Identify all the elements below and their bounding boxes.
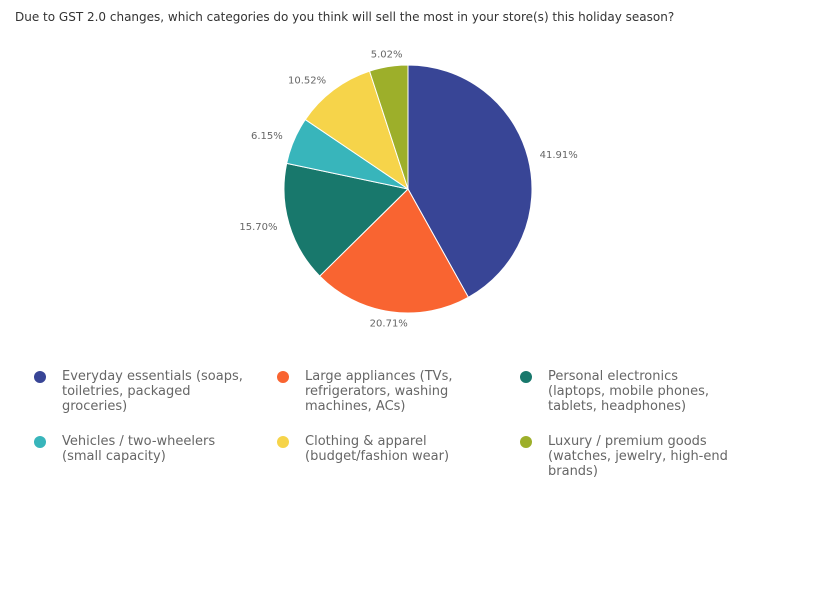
legend-label: Clothing & apparel (budget/fashion wear): [305, 434, 450, 464]
pie-slice[interactable]: [407, 64, 533, 298]
pie-slice[interactable]: [318, 188, 470, 314]
data-label: 5.02%: [371, 50, 403, 61]
legend-label: Personal electronics (laptops, mobile ph…: [548, 369, 710, 414]
data-label: 41.91%: [540, 150, 578, 161]
legend-label: Large appliances (TVs, refrigerators, wa…: [305, 369, 453, 414]
data-label: 10.52%: [288, 75, 326, 86]
survey-question: Due to GST 2.0 changes, which categories…: [15, 10, 675, 24]
pie-slice[interactable]: [304, 70, 409, 191]
pie-chart: 41.91% 20.71% 15.70% 6.15% 10.52% 5.02%: [239, 50, 578, 330]
legend-marker: [520, 436, 532, 448]
legend-label: Vehicles / two-wheelers (small capacity): [62, 434, 216, 464]
legend-marker: [520, 371, 532, 383]
legend-marker: [277, 436, 289, 448]
data-label: 20.71%: [370, 319, 408, 330]
data-label: 6.15%: [251, 131, 283, 142]
pie-slice[interactable]: [368, 64, 409, 190]
legend-label: Everyday essentials (soaps, toiletries, …: [62, 369, 243, 414]
legend-label: Luxury / premium goods (watches, jewelry…: [548, 434, 728, 479]
legend-marker: [34, 371, 46, 383]
legend-marker: [34, 436, 46, 448]
data-label: 15.70%: [239, 222, 277, 233]
pie-slice[interactable]: [283, 162, 410, 277]
legend-marker: [277, 371, 289, 383]
